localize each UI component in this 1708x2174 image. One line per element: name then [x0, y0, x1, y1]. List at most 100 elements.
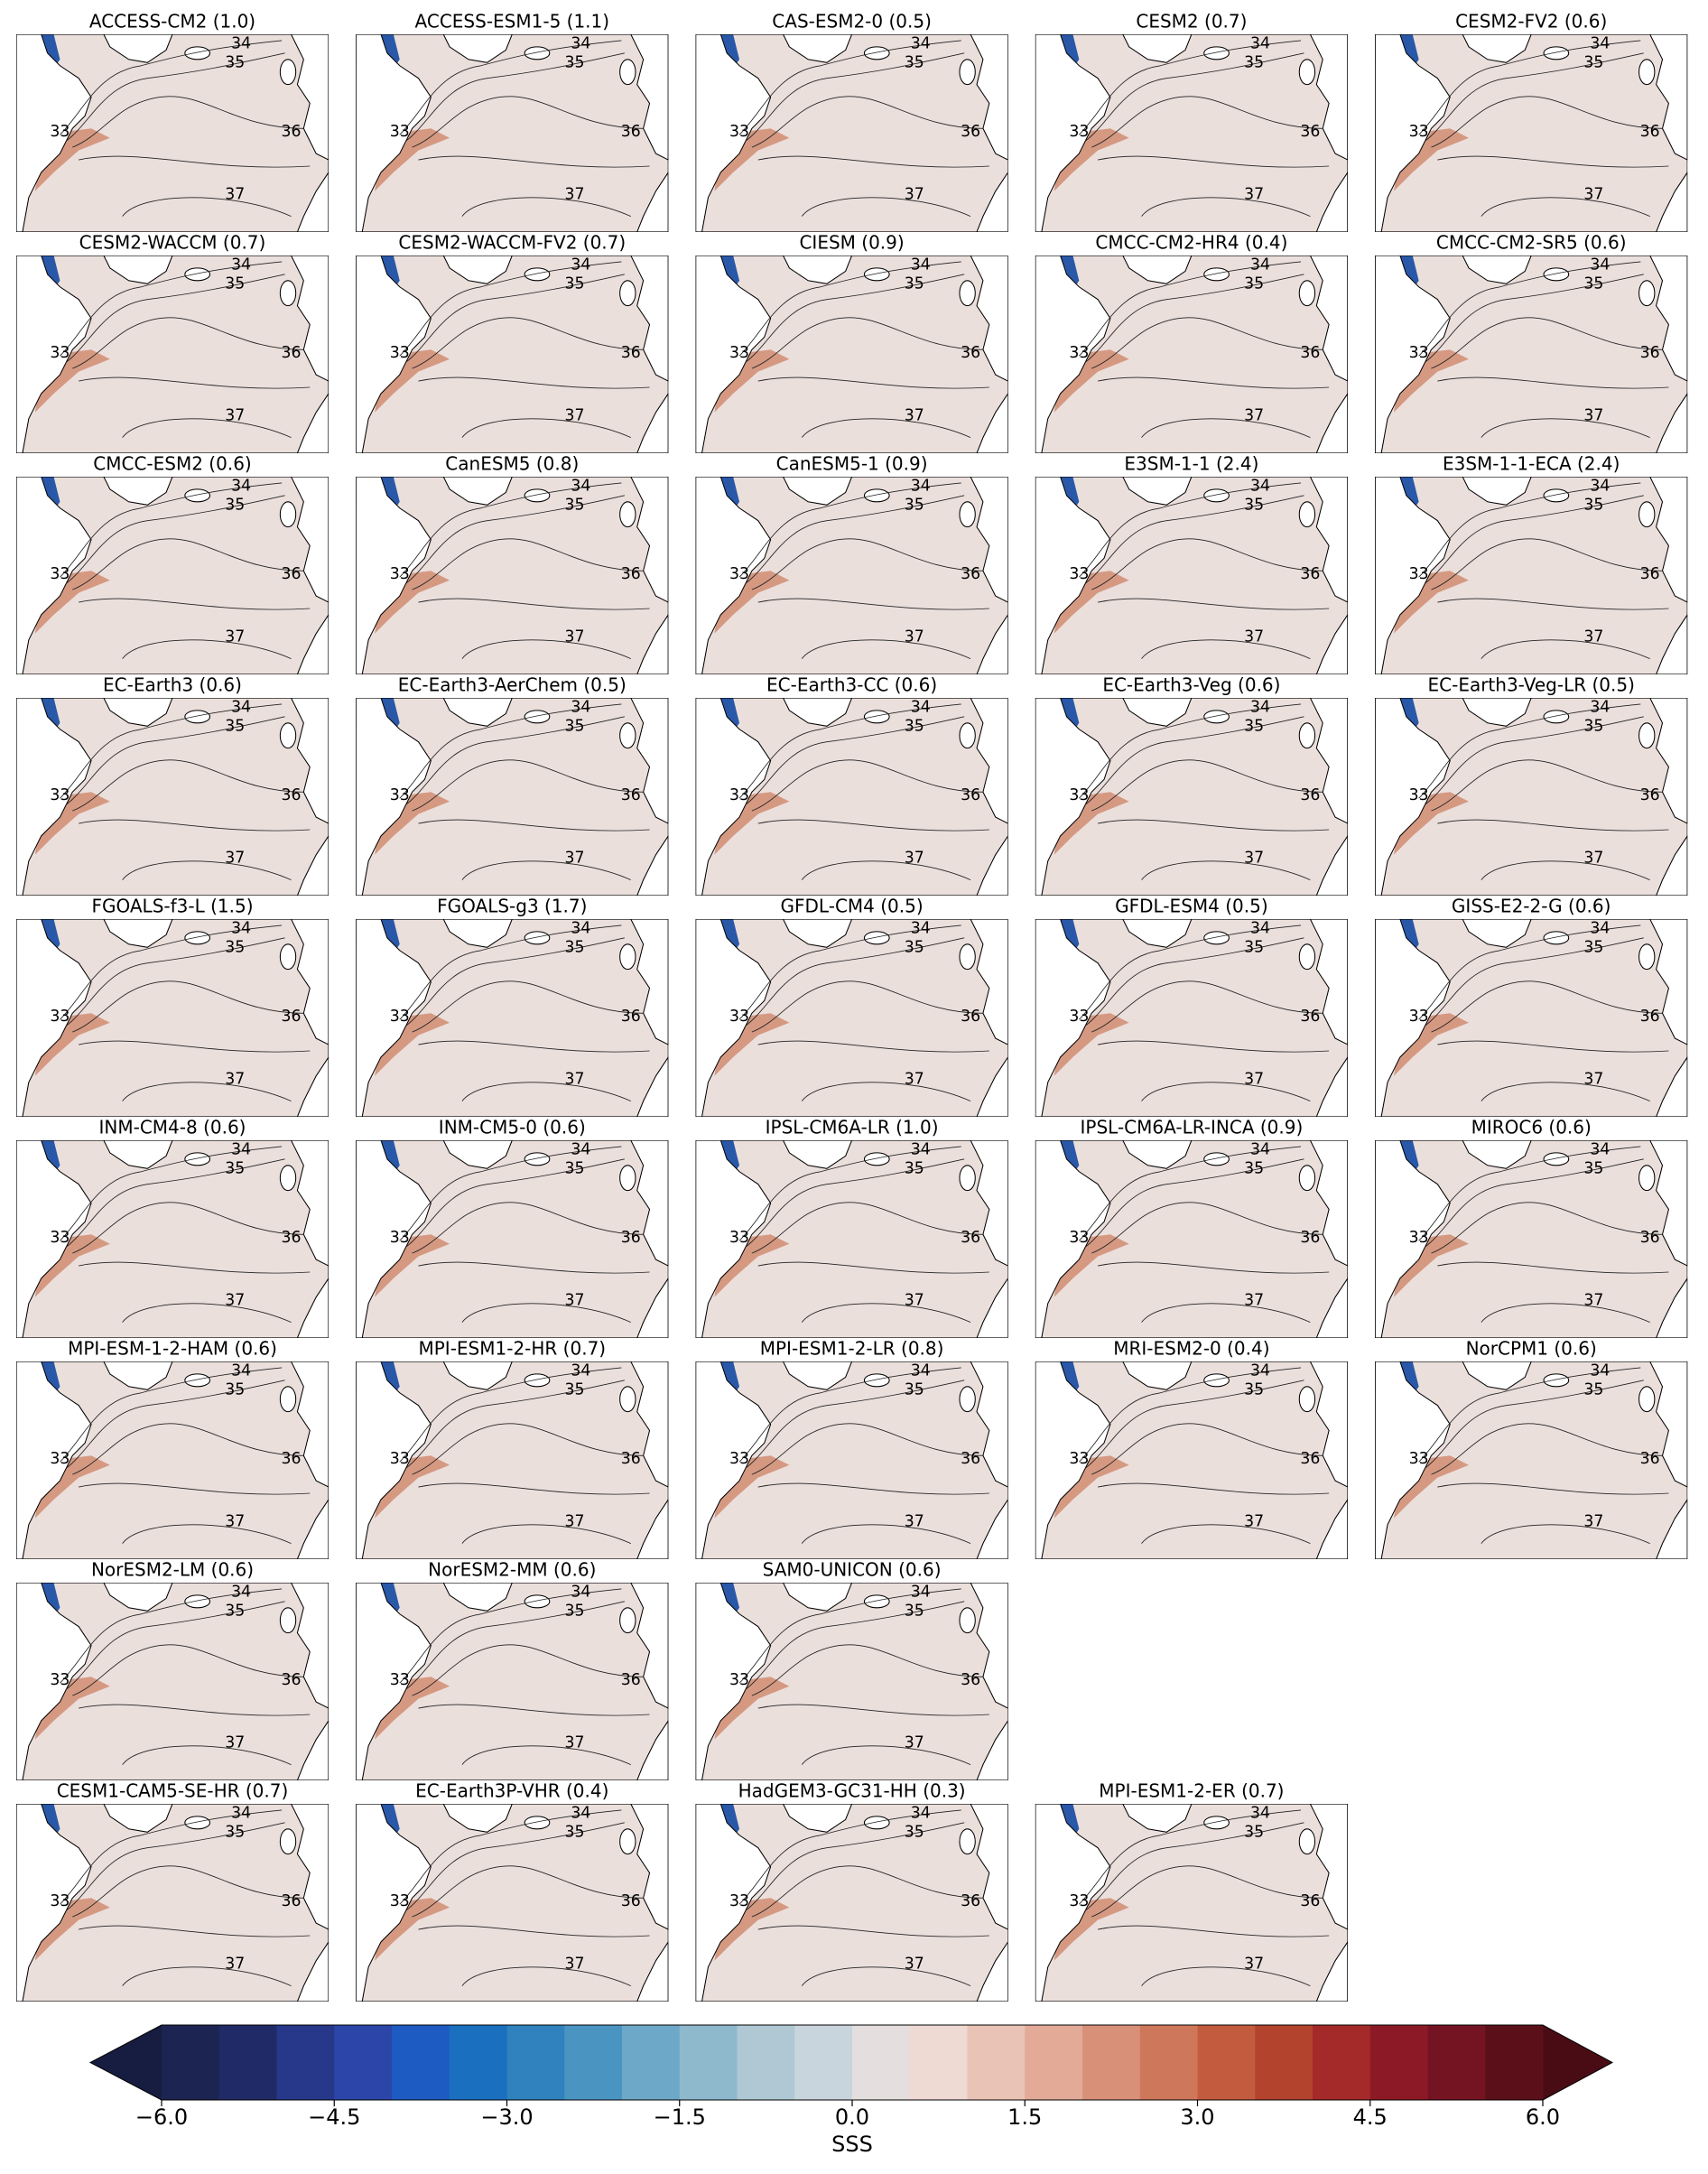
- contour-label: 35: [564, 938, 584, 956]
- contour-label: 37: [225, 627, 245, 646]
- contour-label: 33: [50, 1671, 70, 1689]
- contour-label: 37: [905, 1512, 924, 1530]
- panel-title: FGOALS-f3-L (1.5): [91, 896, 253, 917]
- contour-label: 36: [281, 1450, 301, 1468]
- panel-title: EC-Earth3 (0.6): [103, 674, 242, 696]
- panel-title: GISS-E2-2-G (0.6): [1452, 896, 1611, 917]
- contour-label: 35: [1244, 1823, 1264, 1841]
- contour-label: 36: [1640, 1008, 1660, 1026]
- contour-label: 34: [231, 34, 251, 52]
- contour-label: 35: [225, 1380, 245, 1398]
- contour-label: 33: [1069, 344, 1089, 362]
- contour-label: 34: [571, 919, 590, 937]
- contour-label: 36: [1300, 123, 1320, 141]
- colorbar-segment: [737, 2025, 795, 2100]
- contour-label: 36: [621, 123, 641, 141]
- contour-label: 33: [390, 1892, 410, 1910]
- contour-label: 35: [1244, 1380, 1264, 1398]
- panel-title: NorESM2-MM (0.6): [428, 1559, 596, 1581]
- panel-title: HadGEM3-GC31-HH (0.3): [738, 1780, 966, 1802]
- contour-label: 33: [390, 1671, 410, 1689]
- contour-label: 33: [1409, 344, 1429, 362]
- colorbar-segment: [1427, 2025, 1486, 2100]
- contour-label: 36: [1640, 786, 1660, 804]
- contour-label: 37: [1583, 1512, 1603, 1530]
- contour-label: 36: [1300, 344, 1320, 362]
- contour-label: 35: [905, 1602, 924, 1620]
- panel-title: SAM0-UNICON (0.6): [763, 1559, 942, 1581]
- panel-title: CMCC-CM2-HR4 (0.4): [1095, 232, 1287, 254]
- contour-label: 33: [1069, 1229, 1089, 1247]
- contour-label: 34: [911, 1804, 931, 1822]
- contour-label: 36: [1640, 1229, 1660, 1247]
- contour-label: 36: [621, 565, 641, 583]
- contour-label: 37: [1244, 1070, 1264, 1088]
- contour-label: 35: [1244, 53, 1264, 71]
- contour-label: 37: [564, 1955, 584, 1973]
- contour-label: 33: [1409, 786, 1429, 804]
- contour-label: 37: [1244, 1291, 1264, 1309]
- colorbar-segment: [564, 2025, 623, 2100]
- contour-label: 34: [911, 919, 931, 937]
- contour-label: 35: [225, 496, 245, 514]
- contour-label: 33: [390, 1008, 410, 1026]
- contour-label: 35: [225, 274, 245, 293]
- contour-label: 33: [390, 344, 410, 362]
- contour-label: 37: [564, 185, 584, 203]
- contour-label: 36: [961, 1229, 980, 1247]
- contour-label: 36: [621, 1671, 641, 1689]
- panel-title: CESM2-FV2 (0.6): [1455, 11, 1607, 33]
- colorbar-tick-label: −6.0: [135, 2104, 188, 2130]
- contour-label: 33: [729, 1671, 749, 1689]
- contour-label: 33: [1069, 565, 1089, 583]
- contour-label: 35: [225, 1602, 245, 1620]
- panel-title: GFDL-CM4 (0.5): [781, 896, 924, 917]
- contour-label: 37: [1244, 849, 1264, 867]
- contour-label: 33: [50, 786, 70, 804]
- contour-label: 33: [729, 1892, 749, 1910]
- contour-label: 34: [231, 477, 251, 495]
- contour-label: 35: [905, 938, 924, 956]
- colorbar-segment: [794, 2025, 853, 2100]
- contour-label: 37: [905, 1070, 924, 1088]
- colorbar-segment: [1255, 2025, 1313, 2100]
- contour-label: 33: [1409, 1008, 1429, 1026]
- panel-title: MPI-ESM-1-2-HAM (0.6): [68, 1338, 277, 1360]
- contour-label: 33: [729, 344, 749, 362]
- contour-label: 33: [50, 1450, 70, 1468]
- panel-title: CAS-ESM2-0 (0.5): [772, 11, 932, 33]
- contour-label: 34: [911, 1583, 931, 1601]
- contour-label: 34: [1250, 919, 1270, 937]
- contour-label: 37: [225, 1512, 245, 1530]
- contour-label: 35: [1244, 1159, 1264, 1177]
- contour-label: 36: [1300, 565, 1320, 583]
- panel-title: EC-Earth3-AerChem (0.5): [398, 674, 627, 696]
- contour-label: 33: [729, 123, 749, 141]
- contour-label: 36: [1640, 344, 1660, 362]
- contour-label: 33: [50, 565, 70, 583]
- contour-label: 33: [390, 1450, 410, 1468]
- contour-label: 34: [571, 1583, 590, 1601]
- panel-title: INM-CM5-0 (0.6): [439, 1117, 586, 1138]
- contour-label: 35: [225, 938, 245, 956]
- colorbar-segment: [392, 2025, 450, 2100]
- contour-label: 36: [621, 344, 641, 362]
- colorbar-segment: [1369, 2025, 1428, 2100]
- contour-label: 36: [1300, 1229, 1320, 1247]
